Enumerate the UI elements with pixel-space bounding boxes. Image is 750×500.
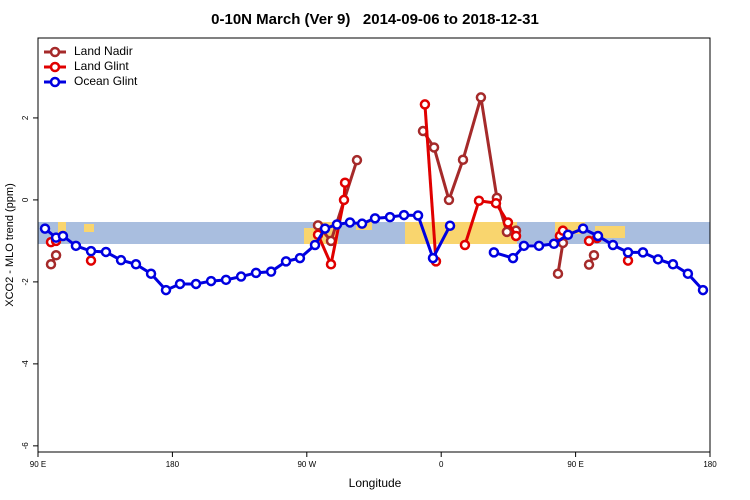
legend-label: Ocean Glint xyxy=(74,74,138,88)
data-point xyxy=(488,247,500,258)
data-point xyxy=(160,284,172,296)
legend-label: Land Glint xyxy=(74,59,129,73)
data-point xyxy=(501,226,513,238)
y-axis-label: XCO2 - MLO trend (ppm) xyxy=(4,183,16,306)
data-point xyxy=(344,217,356,228)
data-point xyxy=(70,240,82,252)
x-tick-label: 90 E xyxy=(567,460,583,469)
data-point xyxy=(562,229,574,241)
data-point xyxy=(100,246,112,258)
x-tick-label: 180 xyxy=(166,460,180,469)
data-point xyxy=(39,223,51,234)
data-point xyxy=(50,249,62,261)
data-point xyxy=(682,268,694,279)
data-point xyxy=(588,249,600,261)
plot-frame xyxy=(37,37,711,453)
data-point xyxy=(351,154,363,166)
y-tick-label: -6 xyxy=(21,442,30,450)
data-point xyxy=(235,271,247,282)
data-point xyxy=(85,255,97,266)
data-point xyxy=(190,278,202,290)
data-point xyxy=(205,275,217,287)
data-point xyxy=(444,220,456,231)
data-point xyxy=(309,239,321,251)
x-tick-label: 90 E xyxy=(30,460,46,469)
data-point xyxy=(356,218,368,229)
x-axis-label: Longitude xyxy=(349,476,402,490)
data-point xyxy=(637,247,649,258)
data-point xyxy=(443,194,455,206)
y-tick-label: -2 xyxy=(21,278,30,286)
chart-title: 0-10N March (Ver 9) 2014-09-06 to 2018-1… xyxy=(211,11,539,28)
data-point xyxy=(490,197,502,209)
data-point xyxy=(265,266,277,277)
data-point xyxy=(280,256,292,267)
data-point xyxy=(518,240,530,252)
data-point xyxy=(250,267,262,279)
data-point xyxy=(652,254,664,265)
data-point xyxy=(475,92,487,103)
data-point xyxy=(325,259,337,270)
data-point xyxy=(57,230,69,242)
legend-marker xyxy=(49,46,61,58)
map-strip xyxy=(38,222,710,244)
data-point xyxy=(220,274,232,286)
data-point xyxy=(339,177,351,188)
data-point xyxy=(667,259,679,270)
data-point xyxy=(697,284,709,296)
x-tick-label: 0 xyxy=(439,460,444,469)
data-point xyxy=(622,247,634,258)
data-point xyxy=(548,238,560,250)
data-point xyxy=(459,239,471,251)
data-point xyxy=(502,217,514,228)
data-point xyxy=(473,195,485,206)
y-tick-label: 0 xyxy=(21,197,30,202)
data-point xyxy=(552,268,564,279)
data-point xyxy=(592,230,604,242)
series-line xyxy=(423,104,438,262)
legend-marker xyxy=(49,76,61,88)
data-point xyxy=(533,240,545,252)
data-point xyxy=(331,219,343,230)
data-point xyxy=(607,239,619,251)
data-point xyxy=(294,252,306,264)
data-point xyxy=(583,259,595,270)
data-point xyxy=(507,252,519,264)
data-point xyxy=(130,259,142,270)
y-tick-label: 2 xyxy=(21,115,30,120)
data-point xyxy=(384,211,396,223)
series-line xyxy=(316,182,347,270)
data-point xyxy=(419,99,431,110)
data-point xyxy=(85,245,97,257)
data-point xyxy=(369,213,381,224)
x-tick-label: 180 xyxy=(703,460,717,469)
data-point xyxy=(510,230,522,242)
data-point xyxy=(577,223,589,234)
data-point xyxy=(319,223,331,234)
y-tick-label: -4 xyxy=(21,360,30,368)
data-point xyxy=(115,254,127,266)
data-point xyxy=(338,194,350,206)
data-point xyxy=(427,252,439,264)
data-point xyxy=(412,210,424,221)
data-point xyxy=(174,278,186,290)
x-tick-label: 90 W xyxy=(297,460,316,469)
data-point xyxy=(428,142,440,153)
data-point xyxy=(457,154,469,165)
data-point xyxy=(45,259,57,270)
legend-marker xyxy=(49,61,61,73)
legend-label: Land Nadir xyxy=(74,44,133,58)
data-point xyxy=(145,268,157,279)
data-point xyxy=(398,209,410,221)
data-point xyxy=(622,255,634,266)
